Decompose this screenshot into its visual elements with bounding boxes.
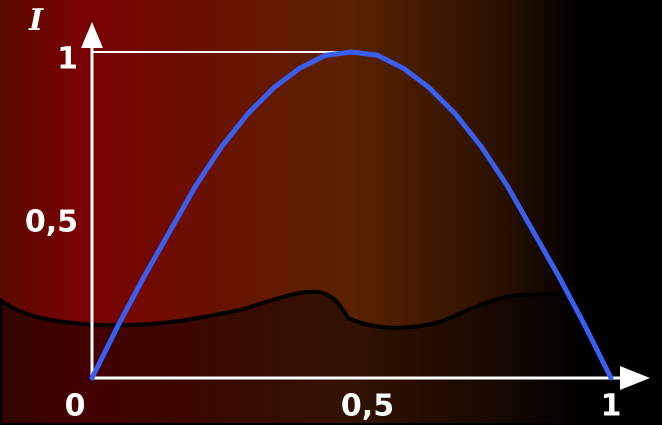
y-axis-label: I <box>28 3 44 38</box>
y-tick-label: 1 <box>57 42 78 77</box>
x-tick-label: 1 <box>601 389 622 424</box>
x-tick-label: 0,5 <box>341 389 394 424</box>
y-tick-label: 0,5 <box>25 205 78 240</box>
y-axis-arrow <box>81 22 103 48</box>
chart: I 0,5 1 0 0,5 1 <box>0 0 662 425</box>
x-tick-label: 0 <box>65 389 86 424</box>
